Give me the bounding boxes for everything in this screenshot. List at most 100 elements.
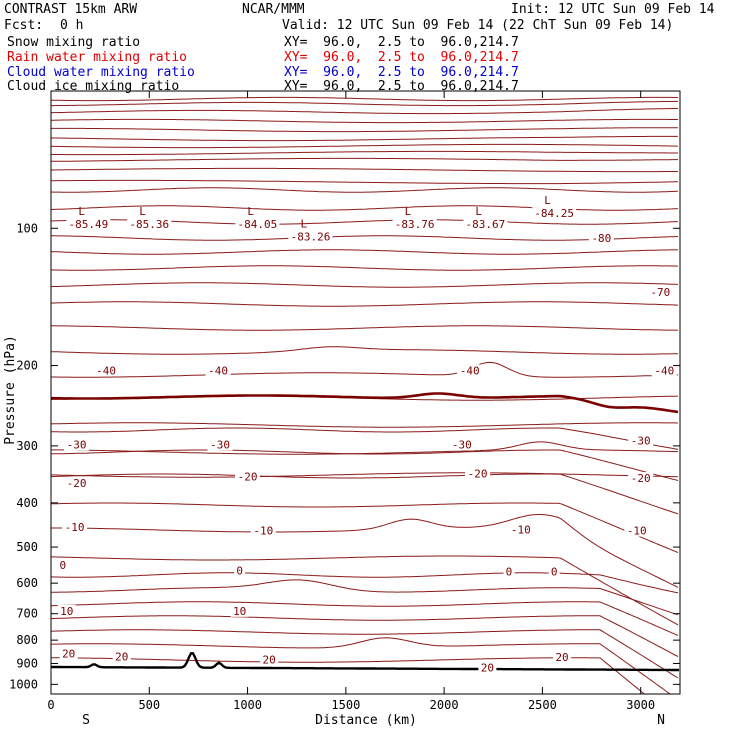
low-value-bg bbox=[392, 218, 437, 231]
contour-line bbox=[51, 127, 678, 133]
contour-label-bg bbox=[250, 524, 276, 537]
center-name: NCAR/MMM bbox=[242, 2, 305, 17]
contour-line bbox=[51, 325, 679, 331]
contour-label: 20 bbox=[115, 650, 128, 663]
contour-line bbox=[51, 579, 679, 616]
x-tick-label: 1500 bbox=[331, 698, 360, 712]
contour-label-bg bbox=[205, 364, 231, 377]
contour-label: -10 bbox=[627, 525, 647, 538]
contour-label-bg bbox=[62, 521, 88, 534]
x-axis-label: Distance (km) bbox=[315, 713, 417, 728]
contour-line bbox=[51, 282, 679, 288]
low-marker-letter: L bbox=[300, 217, 307, 230]
y-tick-label: 1000 bbox=[9, 677, 38, 691]
contour-label-bg bbox=[57, 559, 69, 572]
model-title: CONTRAST 15km ARW bbox=[4, 2, 138, 17]
contour-label-bg bbox=[503, 565, 515, 578]
contour-line bbox=[51, 629, 679, 679]
contour-label-bg bbox=[449, 438, 475, 451]
contour-label-bg bbox=[553, 651, 572, 664]
contour-label: -80 bbox=[591, 232, 611, 245]
terrain-line bbox=[51, 652, 679, 672]
contour-labels: -40 -40 -40 -40 -30 -30 -30 -30 -20 -20 -20 -20 -10 -… bbox=[57, 231, 677, 674]
field-name-cloud-ice: Cloud ice mixing ratio bbox=[7, 79, 180, 94]
contour-label-bg bbox=[260, 653, 279, 666]
low-marker-letter: L bbox=[78, 205, 85, 218]
contour-label: 10 bbox=[60, 605, 73, 618]
contour-label: 20 bbox=[481, 661, 494, 674]
low-value: -83.67 bbox=[466, 218, 506, 231]
low-marker-letter: L bbox=[139, 205, 146, 218]
contour-line bbox=[51, 473, 679, 515]
init-time: Init: 12 UTC Sun 09 Feb 14 bbox=[511, 2, 715, 17]
contour-line bbox=[51, 249, 679, 255]
forecast-hour: 0 h bbox=[60, 18, 84, 33]
contour-label: -10 bbox=[253, 525, 273, 538]
contour-label: 10 bbox=[233, 605, 246, 618]
contour-label-bg bbox=[234, 564, 246, 577]
contour-line bbox=[51, 143, 678, 149]
contour-label: -30 bbox=[67, 439, 87, 452]
y-tick-label: 600 bbox=[16, 576, 38, 590]
field-xy-snow: XY= 96.0, 2.5 to 96.0,214.7 bbox=[284, 35, 519, 50]
low-value-bg bbox=[288, 230, 333, 243]
contour-label-bg bbox=[59, 647, 78, 660]
x-tick-label: 2000 bbox=[430, 698, 459, 712]
contour-line bbox=[51, 179, 678, 185]
field-name-rain: Rain water mixing ratio bbox=[7, 50, 188, 65]
y-tick-label: 200 bbox=[16, 359, 38, 373]
low-value-bg bbox=[66, 218, 111, 231]
contour-label-bg bbox=[457, 364, 483, 377]
contour-line bbox=[51, 427, 679, 450]
contour-label: -30 bbox=[210, 439, 230, 452]
contour-line bbox=[51, 167, 678, 173]
contour-label-bg bbox=[235, 470, 261, 483]
y-tick-label: 500 bbox=[16, 540, 38, 554]
low-markers: L-85.49L-85.36L-84.05 L-83.26L-83.76L-83.… bbox=[66, 194, 577, 243]
contour-line bbox=[51, 637, 671, 694]
y-tick-label: 300 bbox=[16, 439, 38, 453]
contour-label: -40 bbox=[96, 364, 116, 377]
low-value: -85.49 bbox=[68, 218, 108, 231]
contour-label: 0 bbox=[506, 565, 513, 578]
x-tick-label: 3000 bbox=[626, 698, 655, 712]
contour-label: -70 bbox=[650, 286, 670, 299]
contour-label-bg bbox=[651, 364, 677, 377]
contour-line bbox=[51, 187, 679, 193]
field-name-cloud-water: Cloud water mixing ratio bbox=[7, 65, 195, 80]
contour-label-bg bbox=[647, 286, 673, 299]
contour-label: -20 bbox=[631, 472, 651, 485]
low-marker-letter: L bbox=[544, 194, 551, 207]
low-value-bg bbox=[532, 207, 577, 220]
y-tick-label: 700 bbox=[16, 607, 38, 621]
x-tick-label: 2500 bbox=[528, 698, 557, 712]
contour-line bbox=[51, 100, 678, 107]
contour-label-bg bbox=[548, 565, 560, 578]
contour-label: -30 bbox=[452, 439, 472, 452]
y-tick-label: 900 bbox=[16, 656, 38, 670]
contour-line bbox=[51, 118, 678, 124]
contour-line bbox=[51, 96, 678, 102]
contour-line bbox=[51, 235, 679, 241]
contour-line bbox=[51, 157, 678, 162]
contour-line bbox=[51, 108, 678, 115]
contour-line bbox=[51, 150, 678, 156]
contour-label-bg bbox=[588, 231, 614, 244]
contour-label-bg bbox=[112, 650, 131, 663]
contour-label: -30 bbox=[631, 435, 651, 448]
low-value-bg bbox=[463, 218, 508, 231]
contour-label: -20 bbox=[238, 470, 258, 483]
contour-label-bg bbox=[57, 604, 76, 617]
contour-label: -20 bbox=[67, 477, 87, 490]
contour-line bbox=[51, 361, 679, 378]
contour-lines bbox=[51, 96, 679, 694]
y-axis-label: Pressure (hPa) bbox=[3, 335, 18, 445]
contour-line bbox=[51, 657, 646, 694]
contour-line bbox=[51, 601, 679, 636]
contour-label-bg bbox=[624, 524, 650, 537]
x-tick-label: 500 bbox=[138, 698, 160, 712]
contour-line bbox=[51, 555, 679, 626]
contour-line bbox=[51, 135, 678, 142]
contour-line bbox=[51, 572, 679, 594]
